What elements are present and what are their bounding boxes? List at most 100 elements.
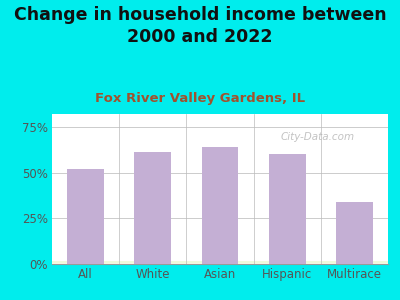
Bar — [52, 262, 388, 263]
Bar — [52, 261, 388, 263]
Bar — [52, 262, 388, 264]
Bar — [52, 262, 388, 263]
Bar — [269, 154, 306, 264]
Bar — [52, 262, 388, 263]
Bar — [52, 262, 388, 264]
Bar — [52, 262, 388, 263]
Bar — [52, 261, 388, 263]
Text: Fox River Valley Gardens, IL: Fox River Valley Gardens, IL — [95, 92, 305, 104]
Bar — [52, 261, 388, 263]
Bar — [52, 261, 388, 263]
Bar — [52, 262, 388, 264]
Bar — [52, 262, 388, 263]
Bar — [52, 262, 388, 264]
Bar — [67, 169, 104, 264]
Text: Change in household income between
2000 and 2022: Change in household income between 2000 … — [14, 6, 386, 46]
Bar — [52, 262, 388, 264]
Bar — [52, 262, 388, 264]
Bar — [52, 261, 388, 263]
Bar — [52, 262, 388, 263]
Bar — [52, 262, 388, 263]
Bar — [52, 261, 388, 262]
Bar — [52, 262, 388, 263]
Bar — [52, 262, 388, 264]
Bar — [336, 202, 373, 264]
Bar — [52, 262, 388, 263]
Bar — [52, 262, 388, 263]
Bar — [52, 262, 388, 263]
Bar — [52, 262, 388, 263]
Bar — [52, 261, 388, 262]
Bar — [52, 262, 388, 263]
Bar — [134, 152, 171, 264]
Bar — [52, 261, 388, 263]
Bar — [52, 262, 388, 264]
Bar — [52, 261, 388, 263]
Bar — [52, 262, 388, 264]
Bar — [52, 262, 388, 263]
Bar — [52, 262, 388, 263]
Bar — [52, 261, 388, 262]
Bar — [52, 262, 388, 264]
Bar — [52, 262, 388, 263]
Bar — [52, 262, 388, 264]
Bar — [52, 262, 388, 264]
Bar — [52, 261, 388, 263]
Bar — [52, 262, 388, 264]
Bar — [52, 262, 388, 264]
Bar — [52, 262, 388, 264]
Bar — [52, 262, 388, 264]
Bar — [52, 262, 388, 264]
Bar — [52, 262, 388, 263]
Bar — [52, 262, 388, 263]
Bar — [52, 262, 388, 264]
Bar — [52, 262, 388, 264]
Bar — [52, 261, 388, 263]
Bar — [52, 262, 388, 264]
Bar — [202, 147, 238, 264]
Bar — [52, 261, 388, 262]
Bar — [52, 262, 388, 263]
Bar — [52, 261, 388, 263]
Bar — [52, 261, 388, 263]
Bar — [52, 262, 388, 264]
Bar — [52, 262, 388, 264]
Bar — [52, 262, 388, 263]
Bar — [52, 262, 388, 263]
Bar — [52, 261, 388, 263]
Bar — [52, 261, 388, 263]
Bar — [52, 262, 388, 263]
Bar — [52, 262, 388, 263]
Bar — [52, 262, 388, 263]
Bar — [52, 262, 388, 263]
Bar — [52, 262, 388, 263]
Bar — [52, 262, 388, 264]
Bar — [52, 262, 388, 264]
Bar — [52, 261, 388, 263]
Bar — [52, 261, 388, 262]
Bar — [52, 261, 388, 263]
Bar — [52, 262, 388, 264]
Bar — [52, 262, 388, 263]
Bar — [52, 262, 388, 263]
Bar — [52, 261, 388, 262]
Bar — [52, 262, 388, 263]
Bar — [52, 261, 388, 263]
Bar — [52, 262, 388, 263]
Bar — [52, 261, 388, 262]
Text: City-Data.com: City-Data.com — [280, 132, 355, 142]
Bar — [52, 261, 388, 262]
Bar — [52, 262, 388, 263]
Bar — [52, 262, 388, 263]
Bar — [52, 262, 388, 264]
Bar — [52, 262, 388, 263]
Bar — [52, 261, 388, 263]
Bar — [52, 261, 388, 262]
Bar — [52, 262, 388, 263]
Bar — [52, 262, 388, 263]
Bar — [52, 261, 388, 263]
Bar — [52, 262, 388, 263]
Bar — [52, 261, 388, 263]
Bar — [52, 262, 388, 263]
Bar — [52, 261, 388, 263]
